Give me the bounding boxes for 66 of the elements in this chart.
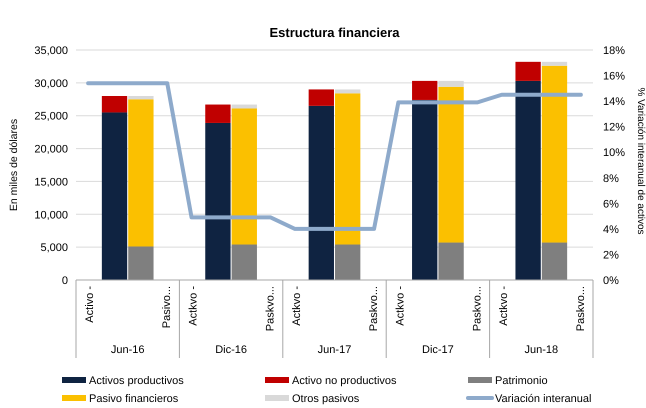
y2-tick-label: 18% bbox=[603, 45, 626, 57]
y-tick-label: 5,000 bbox=[40, 242, 68, 254]
bar bbox=[412, 80, 438, 100]
text: Jun-17 bbox=[318, 344, 352, 356]
bar bbox=[335, 89, 360, 94]
x-tick-label: Paskvo... bbox=[471, 286, 484, 332]
bar bbox=[542, 242, 568, 280]
y2-tick-label: 0% bbox=[603, 275, 620, 287]
text: Dic-17 bbox=[422, 344, 454, 356]
bar bbox=[438, 86, 464, 243]
y2-tick-label: 10% bbox=[603, 147, 626, 160]
bar bbox=[308, 89, 334, 106]
bar bbox=[205, 122, 231, 280]
text: Jun-16 bbox=[110, 344, 145, 356]
y2-tick-label: 12% bbox=[603, 122, 626, 134]
x-tick-label: Activo - bbox=[84, 286, 96, 323]
bar bbox=[515, 62, 541, 81]
legend-label: Otros pasivos bbox=[292, 393, 360, 405]
x-tick-label: Actkvo - bbox=[188, 286, 200, 326]
x-tick-label: Paskvo... bbox=[368, 286, 380, 332]
bar bbox=[542, 66, 568, 243]
legend-label: Activos productivos bbox=[89, 375, 184, 387]
bar bbox=[335, 244, 360, 280]
x-tick-label: Paskvo... bbox=[264, 286, 277, 332]
y2-axis-title: % Variación interanual de activos bbox=[635, 87, 646, 235]
y-tick-label: 15,000 bbox=[34, 176, 68, 188]
y2-tick-label: 16% bbox=[603, 70, 626, 83]
x-tick-label: Actkvo - bbox=[394, 286, 406, 326]
legend-label: Variación interanual bbox=[495, 393, 592, 405]
text: Dic-16 bbox=[215, 344, 247, 356]
bar bbox=[128, 246, 154, 280]
bar bbox=[412, 100, 438, 280]
bar bbox=[102, 112, 128, 280]
legend-label: Pasivo financieros bbox=[89, 393, 179, 405]
legend-label: Patrimonio bbox=[495, 375, 548, 387]
legend-label: Activo no productivos bbox=[292, 375, 398, 387]
x-tick-label: Actkvo - bbox=[290, 286, 303, 326]
bar bbox=[128, 99, 154, 246]
y-axis-title: En miles de dólares bbox=[8, 118, 20, 212]
y-tick-label: 35,000 bbox=[34, 45, 68, 57]
x-tick-label: Pasivo... bbox=[161, 286, 174, 328]
text: Jun-18 bbox=[524, 344, 558, 356]
y-tick-label: 10,000 bbox=[34, 209, 68, 222]
y-tick-label: 20,000 bbox=[34, 144, 68, 156]
bar bbox=[102, 96, 128, 112]
y2-tick-label: 2% bbox=[603, 249, 620, 262]
bar bbox=[128, 96, 154, 100]
y2-tick-label: 4% bbox=[603, 224, 620, 236]
y2-tick-label: 14% bbox=[603, 96, 626, 108]
bar bbox=[232, 108, 257, 245]
x-tick-label: Actkvo - bbox=[498, 286, 510, 326]
y-tick-label: 0 bbox=[62, 275, 68, 287]
bar bbox=[232, 104, 257, 108]
bar bbox=[308, 106, 334, 280]
chart-subtitle: Estructura financiera bbox=[269, 25, 400, 40]
bar bbox=[515, 80, 541, 280]
y-tick-label: 30,000 bbox=[34, 78, 68, 90]
y2-tick-label: 6% bbox=[603, 198, 620, 210]
x-tick-label: Paskvo... bbox=[574, 286, 587, 332]
bar bbox=[232, 244, 257, 280]
bar bbox=[542, 62, 568, 66]
y2-tick-label: 8% bbox=[603, 172, 620, 185]
bar bbox=[438, 242, 464, 280]
bar bbox=[205, 104, 231, 123]
y-tick-label: 25,000 bbox=[34, 110, 68, 123]
bar bbox=[335, 93, 360, 245]
